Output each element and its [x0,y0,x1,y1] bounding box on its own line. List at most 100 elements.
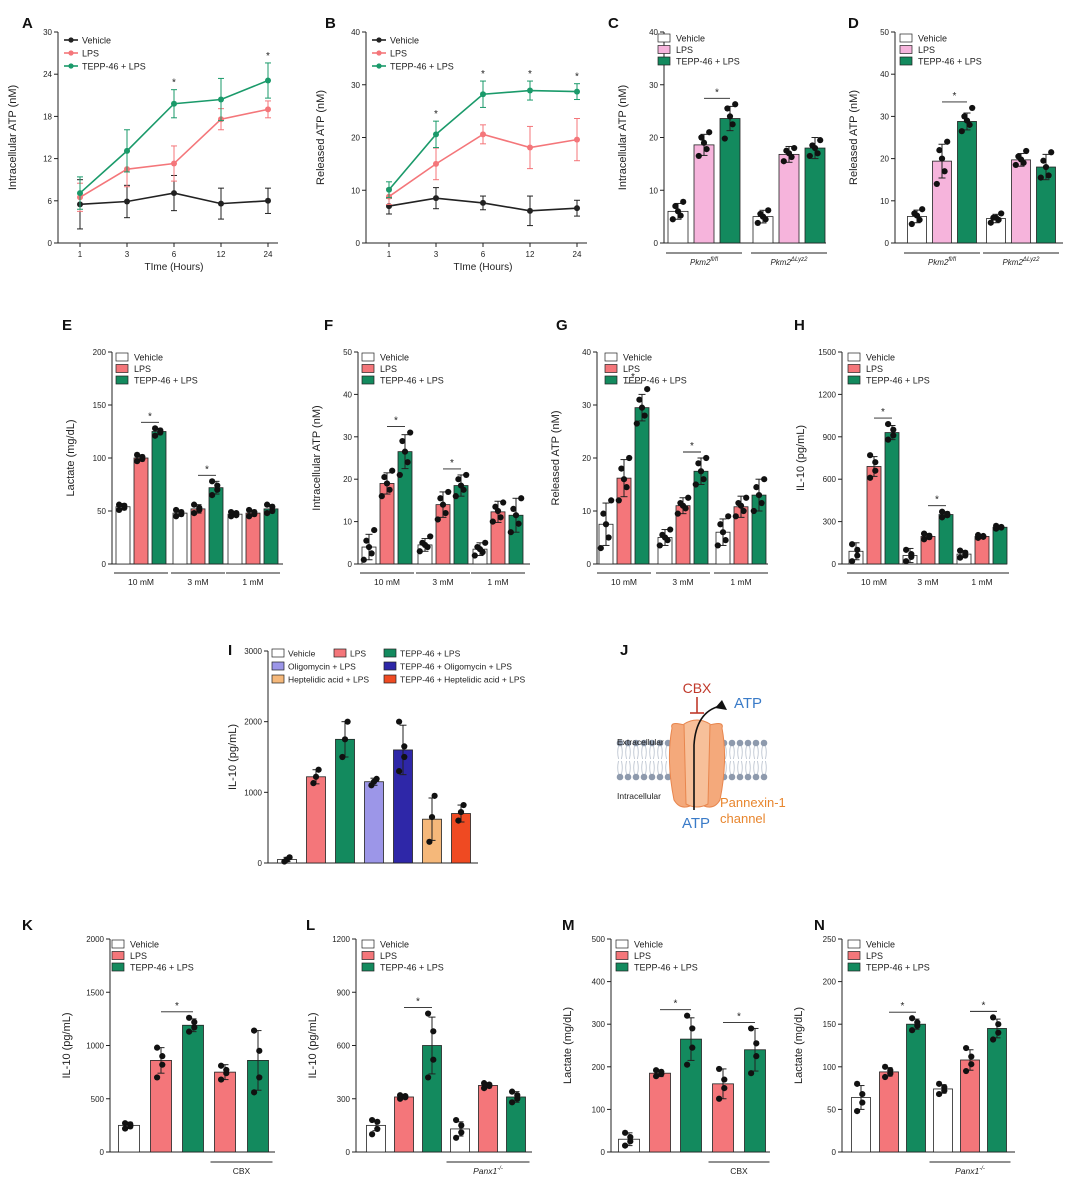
data-dot [921,536,928,543]
data-dot [944,510,951,517]
data-dot [186,1028,193,1035]
lipid-head [728,739,736,747]
data-dot [620,476,628,483]
legend-label: Vehicle [866,353,895,363]
significance-star: * [674,999,678,1010]
data-dot [286,854,293,861]
data-dot [500,499,507,506]
data-dot [430,1028,437,1035]
data-point [265,106,271,113]
data-dot [890,426,897,433]
lipid-tail [617,760,623,775]
data-dot [396,768,403,775]
significance-star: * [575,72,579,83]
data-dot [993,522,1000,529]
significance-star: * [266,51,270,62]
data-dot [1042,163,1050,171]
legend-label: Heptelidic acid + LPS [288,675,369,685]
data-dot [455,817,462,824]
data-dot [753,1040,760,1047]
data-dot [256,1074,263,1081]
y-tick-label: 0 [832,560,837,569]
significance-star: * [690,441,694,452]
data-dot [214,486,221,493]
data-point [77,190,83,197]
data-dot [653,1073,660,1080]
data-dot [703,454,710,462]
significance-star: * [148,411,152,422]
data-dot [990,1036,997,1043]
legend-label: LPS [866,364,883,374]
y-tick-label: 900 [337,988,351,997]
data-dot [369,1116,376,1124]
data-dot [463,471,470,479]
y-axis-label: Intracellular ATP (nM) [311,405,323,510]
y-tick-label: 40 [343,390,352,399]
panel-letter: E [62,317,72,334]
data-dot [755,492,763,499]
data-dot [401,743,408,750]
data-dot [963,1044,970,1052]
data-dot [455,476,462,483]
data-point [433,160,439,167]
group-label-sup: ΔLyz2 [1022,257,1040,263]
x-axis-label: TIme (Hours) [454,262,513,273]
data-dot [980,532,987,540]
data-dot [941,168,948,175]
data-point [218,200,224,207]
data-dot [1048,149,1055,156]
data-dot [750,507,757,515]
data-dot [374,1118,381,1125]
data-dot [508,1088,516,1095]
data-dot [809,142,816,149]
data-dot [401,448,409,455]
treatment-label-sup: -/- [497,1166,503,1172]
data-dot [998,523,1005,531]
data-dot [431,792,438,799]
legend-label: TEPP-46 + Oligomycin + LPS [400,662,512,672]
data-dot [872,467,879,474]
data-dot [653,1067,660,1074]
data-dot [685,494,692,501]
significance-star: * [434,109,438,120]
data-dot [724,105,731,112]
data-dot [404,459,411,466]
y-axis-label: IL-10 (pg/mL) [307,1012,319,1078]
data-dot [269,503,276,510]
lipid-head [760,773,768,781]
y-tick-label: 40 [351,28,360,37]
data-dot [374,1125,381,1133]
data-dot [909,1015,916,1022]
legend-swatch [847,364,861,373]
legend-label: LPS [350,649,366,659]
data-dot [191,1018,198,1026]
data-dot [269,507,276,515]
legend-label: Vehicle [390,36,419,46]
data-dot [426,838,433,845]
data-dot [700,476,707,483]
data-point [171,100,177,107]
data-point [171,160,177,167]
data-dot [680,198,687,205]
significance-star: * [737,1011,741,1022]
legend-swatch [361,364,375,373]
data-dot [726,113,734,120]
lipid-tail [641,760,647,775]
data-dot [867,474,874,481]
data-dot [512,512,520,519]
legend-label: Vehicle [623,353,652,363]
data-dot [371,526,378,534]
data-dot [958,128,965,135]
legend-swatch [333,648,347,658]
panel-H: H 0 300 600 900 1200 1500 IL-10 (pg/mL) 10 mM * 3 … [794,317,1009,587]
data-dot [439,501,447,508]
data-dot [457,482,465,489]
data-dot [939,514,946,521]
lipid-head [656,739,664,747]
data-dot [692,481,699,488]
data-point [171,190,177,197]
panel-E: E 0 50 100 150 200 Lactate (mg/dL) 10 mM * 3 mM * 1… [62,317,283,587]
data-dot [312,773,320,780]
legend-label: LPS [134,364,151,374]
